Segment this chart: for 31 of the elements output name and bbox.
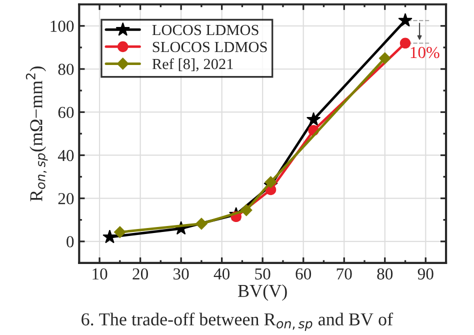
- y-axis-title: R$_{on,sp}$(mΩ−mm$^{2}$): [26, 66, 48, 202]
- legend-label: Ref [8], 2021: [152, 58, 233, 72]
- y-tick-label: 0: [66, 236, 74, 248]
- y-tick-label: 60: [58, 106, 74, 118]
- point: [114, 226, 126, 238]
- x-tick-label: 20: [132, 268, 148, 280]
- point: [240, 204, 252, 216]
- y-tick-label: 20: [58, 193, 74, 204]
- y-tick-label: 100: [50, 20, 74, 32]
- y-tick-label: 40: [58, 150, 74, 162]
- point: [306, 112, 321, 126]
- x-tick-label: 90: [418, 268, 434, 280]
- annotation: 10%: [410, 46, 440, 58]
- point: [398, 13, 412, 27]
- point: [102, 230, 117, 244]
- x-tick-label: 10: [92, 268, 108, 280]
- point: [400, 38, 411, 49]
- point: [196, 218, 208, 230]
- x-tick-label: 40: [214, 268, 230, 280]
- x-axis-title: BV(V): [238, 284, 287, 301]
- x-tick-label: 30: [174, 268, 189, 280]
- x-tick-label: 70: [336, 268, 352, 280]
- point: [264, 176, 277, 188]
- x-tick-label: 50: [255, 268, 270, 280]
- legend-label: SLOCOS LDMOS: [152, 42, 267, 52]
- legend-label: LOCOS LDMOS: [152, 24, 258, 36]
- text: 6. The trade-off between R$_{on,sp}$ and BV of: [82, 312, 394, 331]
- x-tick-label: 80: [377, 268, 393, 280]
- point: [378, 52, 391, 64]
- y-tick-label: 80: [58, 64, 74, 75]
- x-tick-label: 60: [296, 268, 312, 280]
